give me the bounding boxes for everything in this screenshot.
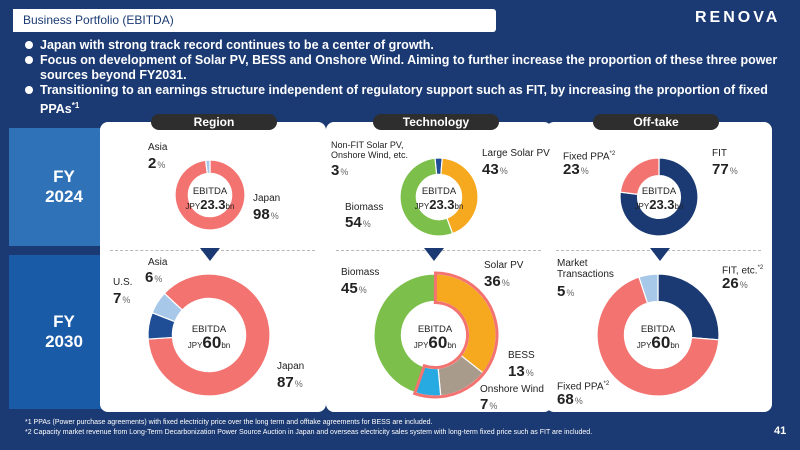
label-r30-us: U.S.: [113, 277, 133, 288]
label-r30-asia: Asia: [148, 257, 168, 268]
bullet-list: Japan with strong track record continues…: [25, 38, 785, 117]
region-header: Region: [151, 114, 277, 130]
slice-fixed-ppa: [619, 157, 660, 195]
label-r24-asia: Asia: [148, 142, 168, 153]
offtake-2030-donut: [596, 273, 720, 397]
technology-header: Technology: [373, 114, 499, 130]
center-t24: EBITDA JPY23.3bn: [414, 186, 464, 212]
pct-o30-ppa: 68%: [557, 391, 583, 408]
technology-down-arrow: [424, 248, 444, 261]
label-t30-wind: Onshore Wind: [480, 384, 544, 395]
bullet-1: Japan with strong track record continues…: [25, 38, 785, 53]
page-title: Business Portfolio (EBITDA): [23, 13, 174, 27]
title-accent: [9, 9, 13, 32]
offtake-down-arrow: [650, 248, 670, 261]
footnote-ref: *1: [71, 101, 80, 110]
label-r24-japan: Japan: [253, 193, 281, 204]
pct-t30-bio: 45%: [341, 280, 367, 297]
technology-2024-donut: [399, 157, 479, 237]
pct-r24-asia: 2%: [148, 155, 166, 172]
pct-t30-bess: 13%: [508, 363, 534, 380]
pct-r30-japan: 87%: [277, 374, 303, 391]
slice-asia: [151, 292, 184, 323]
region-2030-donut: [147, 273, 271, 397]
highlight-outline: [412, 271, 499, 399]
center-o24: EBITDA JPY23.3bn: [634, 186, 684, 212]
label-t24-nonfit: Non-FIT Solar PV, Onshore Wind, etc.: [331, 140, 409, 160]
bullet-3: Transitioning to an earnings structure i…: [25, 83, 785, 117]
label-o30-market: Market Transactions: [557, 258, 614, 280]
pct-t30-wind: 7%: [480, 396, 498, 413]
center-o30: EBITDA JPY60bn: [636, 324, 680, 352]
label-o24-ppa: Fixed PPA*2: [563, 151, 616, 163]
label-t30-bio: Biomass: [341, 267, 380, 278]
pct-r30-us: 7%: [113, 290, 131, 307]
slice-market-transactions: [638, 273, 659, 304]
pct-t24-large: 43%: [482, 161, 508, 178]
pct-r24-japan: 98%: [253, 206, 279, 223]
pct-o30-fit: 26%: [722, 275, 748, 292]
slice-asia: [204, 159, 211, 175]
pct-t24-bio: 54%: [345, 214, 371, 231]
pct-r30-asia: 6%: [145, 269, 163, 286]
page-number: 41: [774, 425, 787, 437]
center-t30: EBITDA JPY60bn: [413, 324, 457, 352]
slice-biomass: [373, 273, 436, 394]
center-r24: EBITDA JPY23.3bn: [185, 186, 235, 212]
renova-logo: RENOVA: [695, 9, 781, 26]
pct-o24-ppa: 23%: [563, 161, 589, 178]
offtake-2024-donut: [619, 157, 699, 237]
footnote-2: *2 Capacity market revenue from Long-Ter…: [25, 429, 593, 436]
label-t24-bio: Biomass: [345, 202, 384, 213]
title-bar: Business Portfolio (EBITDA): [9, 9, 496, 32]
slice-fit: [619, 157, 699, 237]
pct-o24-fit: 77%: [712, 161, 738, 178]
slice-biomass: [399, 157, 454, 237]
slice-japan: [147, 273, 271, 397]
technology-2030-donut: [373, 271, 499, 399]
pct-t30-solar: 36%: [484, 273, 510, 290]
slice-japan: [174, 159, 246, 231]
region-down-arrow: [200, 248, 220, 261]
label-o30-ppa: Fixed PPA*2: [557, 381, 610, 393]
region-2024-donut: [174, 159, 246, 231]
offtake-header: Off-take: [593, 114, 719, 130]
label-r30-japan: Japan: [277, 361, 305, 372]
center-r30: EBITDA JPY60bn: [187, 324, 231, 352]
pct-o30-market: 5%: [557, 283, 575, 300]
label-t24-large: Large Solar PV: [482, 148, 550, 159]
slice-fixed-ppa: [596, 276, 720, 397]
label-t30-solar: Solar PV: [484, 260, 524, 271]
label-o30-fit: FIT, etc.*2: [722, 265, 764, 277]
footnote-1: *1 PPAs (Power purchase agreements) with…: [25, 419, 433, 426]
label-o24-fit: FIT: [712, 148, 727, 159]
pct-t24-nonfit: 3%: [331, 162, 349, 179]
slice-large-solar-pv: [440, 157, 479, 235]
bullet-2: Focus on development of Solar PV, BESS a…: [25, 53, 785, 83]
label-t30-bess: BESS: [508, 350, 535, 361]
